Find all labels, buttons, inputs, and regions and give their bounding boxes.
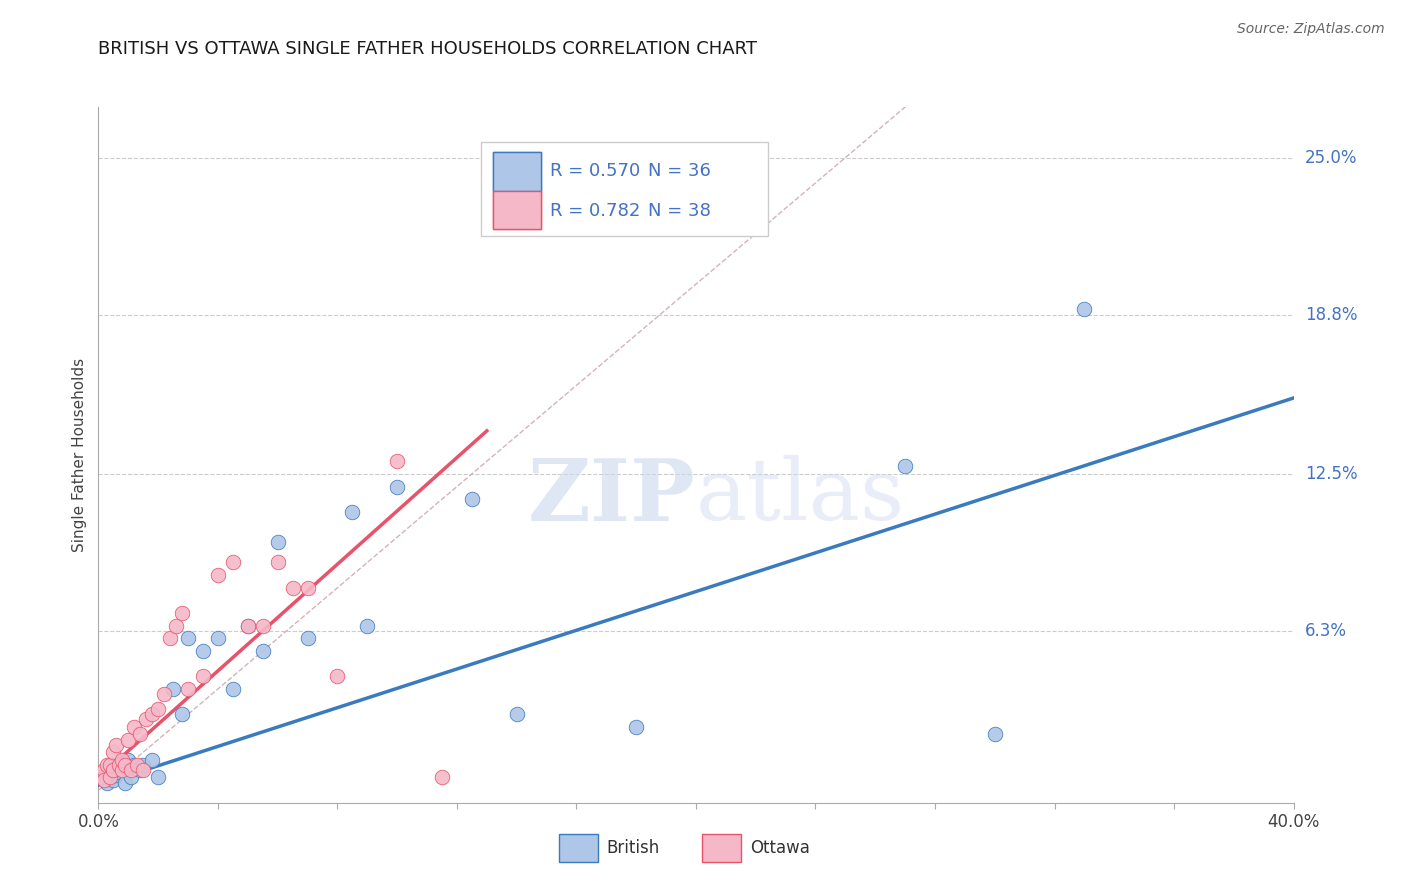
Point [385, 454, 409, 468]
Text: 18.8%: 18.8% [1305, 305, 1357, 324]
Point [191, 644, 214, 658]
Point [103, 772, 125, 787]
FancyBboxPatch shape [494, 191, 540, 229]
Point [222, 556, 245, 570]
Point [894, 459, 917, 474]
Text: Source: ZipAtlas.com: Source: ZipAtlas.com [1237, 22, 1385, 37]
Text: atlas: atlas [696, 455, 905, 538]
Text: 6.3%: 6.3% [1305, 622, 1347, 640]
Point [177, 681, 200, 696]
Point [172, 707, 194, 722]
Point [129, 763, 152, 777]
Point [132, 763, 155, 777]
Text: 12.5%: 12.5% [1305, 465, 1357, 483]
Point [356, 618, 378, 632]
Point [430, 771, 453, 785]
Point [111, 757, 134, 772]
Point [983, 727, 1005, 741]
Point [159, 632, 181, 646]
Point [236, 618, 259, 632]
Point [127, 757, 149, 772]
Text: 25.0%: 25.0% [1305, 149, 1357, 167]
FancyBboxPatch shape [494, 153, 540, 191]
Point [98, 757, 122, 772]
Point [267, 556, 290, 570]
Point [153, 687, 176, 701]
Point [461, 492, 484, 507]
Point [281, 581, 304, 595]
Point [108, 765, 131, 780]
Point [252, 644, 274, 658]
Point [129, 727, 152, 741]
Point [297, 581, 319, 595]
Point [342, 505, 364, 519]
Point [207, 632, 229, 646]
Point [207, 568, 229, 582]
Y-axis label: Single Father Households: Single Father Households [72, 358, 87, 552]
Point [96, 757, 118, 772]
Point [236, 618, 259, 632]
Point [124, 720, 146, 734]
Point [222, 681, 245, 696]
Point [105, 768, 128, 782]
Bar [558, 834, 598, 862]
Point [506, 707, 529, 722]
Point [141, 707, 163, 722]
Point [624, 720, 647, 734]
Point [105, 738, 128, 752]
Point [103, 763, 125, 777]
Point [98, 763, 122, 777]
Point [114, 757, 136, 772]
Point [111, 763, 134, 777]
FancyBboxPatch shape [481, 142, 768, 235]
Point [252, 618, 274, 632]
Point [111, 753, 134, 767]
Point [98, 771, 122, 785]
Point [148, 771, 170, 785]
Point [172, 606, 194, 620]
Point [132, 757, 155, 772]
Point [105, 763, 128, 777]
Text: Ottawa: Ottawa [749, 839, 810, 857]
Point [1073, 302, 1095, 317]
Point [162, 681, 184, 696]
Point [267, 535, 290, 549]
Point [177, 632, 200, 646]
Text: British: British [606, 839, 659, 857]
Text: BRITISH VS OTTAWA SINGLE FATHER HOUSEHOLDS CORRELATION CHART: BRITISH VS OTTAWA SINGLE FATHER HOUSEHOL… [98, 40, 758, 58]
Point [141, 753, 163, 767]
Text: N = 38: N = 38 [648, 202, 711, 220]
Bar [702, 834, 741, 862]
FancyBboxPatch shape [494, 191, 540, 229]
Point [93, 771, 115, 785]
Point [120, 763, 142, 777]
Point [103, 745, 125, 759]
Point [114, 775, 136, 789]
Point [191, 669, 214, 683]
Point [148, 702, 170, 716]
Text: R = 0.570: R = 0.570 [550, 162, 640, 180]
Point [103, 757, 125, 772]
Point [135, 712, 157, 726]
Point [90, 771, 112, 785]
Point [117, 753, 139, 767]
Point [93, 772, 115, 787]
Text: ZIP: ZIP [529, 455, 696, 539]
Point [165, 618, 187, 632]
Point [385, 479, 409, 493]
Text: N = 36: N = 36 [648, 162, 711, 180]
Point [108, 757, 131, 772]
Point [297, 632, 319, 646]
Point [120, 771, 142, 785]
Point [326, 669, 349, 683]
Point [93, 763, 115, 777]
Point [96, 775, 118, 789]
Text: R = 0.782: R = 0.782 [550, 202, 641, 220]
Point [124, 757, 146, 772]
Point [117, 732, 139, 747]
FancyBboxPatch shape [494, 153, 540, 191]
